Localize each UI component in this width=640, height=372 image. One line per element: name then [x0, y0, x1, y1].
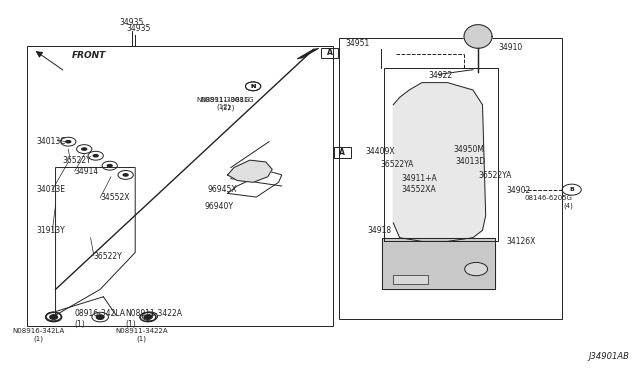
Text: 34935: 34935 [126, 24, 150, 33]
Circle shape [465, 262, 488, 276]
Text: 34918: 34918 [368, 226, 392, 235]
Text: 34911+A: 34911+A [401, 174, 437, 183]
Text: 96945X: 96945X [207, 185, 237, 194]
Text: 34552XA: 34552XA [401, 185, 436, 194]
Text: 34013E: 34013E [36, 185, 65, 194]
Text: 36522Y: 36522Y [62, 155, 91, 165]
Bar [321, 48, 338, 58]
Text: 34552X: 34552X [100, 193, 130, 202]
Circle shape [50, 315, 58, 319]
Text: 36522Y: 36522Y [94, 251, 122, 261]
Polygon shape [228, 160, 272, 182]
Text: N08916-342LA
(1): N08916-342LA (1) [12, 328, 65, 341]
Text: 36522YA: 36522YA [478, 171, 511, 180]
Circle shape [97, 315, 104, 319]
Text: 34902: 34902 [506, 186, 531, 195]
Text: 34013D: 34013D [455, 157, 485, 166]
Text: N: N [147, 314, 152, 319]
Circle shape [144, 315, 152, 319]
Bar [334, 147, 351, 158]
Circle shape [81, 147, 88, 151]
Text: N08911-3422A
(1): N08911-3422A (1) [115, 328, 168, 341]
Text: 34950M: 34950M [454, 145, 485, 154]
Text: N08911-3081G
(12): N08911-3081G (12) [196, 97, 250, 110]
Text: 31913Y: 31913Y [36, 226, 65, 235]
Text: N08911-3422A
(1): N08911-3422A (1) [125, 309, 182, 328]
Text: 96940Y: 96940Y [205, 202, 234, 211]
Text: J34901AB: J34901AB [588, 352, 629, 361]
Text: 34013C: 34013C [36, 137, 66, 146]
Text: 08146-6205G
(4): 08146-6205G (4) [525, 195, 573, 209]
Circle shape [122, 173, 129, 177]
Text: 34914: 34914 [75, 167, 99, 176]
Text: A: A [326, 48, 333, 57]
Text: 34910: 34910 [499, 43, 523, 52]
Circle shape [65, 140, 72, 144]
Text: B: B [569, 187, 574, 192]
Text: 34951: 34951 [346, 39, 370, 48]
Text: N: N [51, 314, 56, 319]
Text: N: N [145, 315, 150, 320]
Text: 34126X: 34126X [506, 237, 536, 246]
Polygon shape [394, 83, 486, 241]
Text: N: N [250, 84, 256, 89]
Bar [27, 46, 333, 326]
Text: 08916-342LA
(1): 08916-342LA (1) [75, 309, 125, 328]
Polygon shape [383, 238, 495, 289]
Text: 34922: 34922 [428, 71, 452, 80]
Text: FRONT: FRONT [72, 51, 106, 61]
Text: 34409X: 34409X [366, 147, 396, 156]
Bar [394, 275, 428, 284]
Text: N: N [250, 84, 256, 89]
Circle shape [93, 154, 99, 158]
Bar [339, 38, 562, 319]
Text: A: A [339, 148, 345, 157]
Text: 36522YA: 36522YA [381, 160, 414, 170]
Polygon shape [464, 25, 492, 48]
Circle shape [106, 164, 113, 167]
Text: 34935: 34935 [120, 18, 144, 27]
Text: N08911-3081G
(12): N08911-3081G (12) [201, 97, 255, 111]
Text: N: N [51, 315, 56, 320]
